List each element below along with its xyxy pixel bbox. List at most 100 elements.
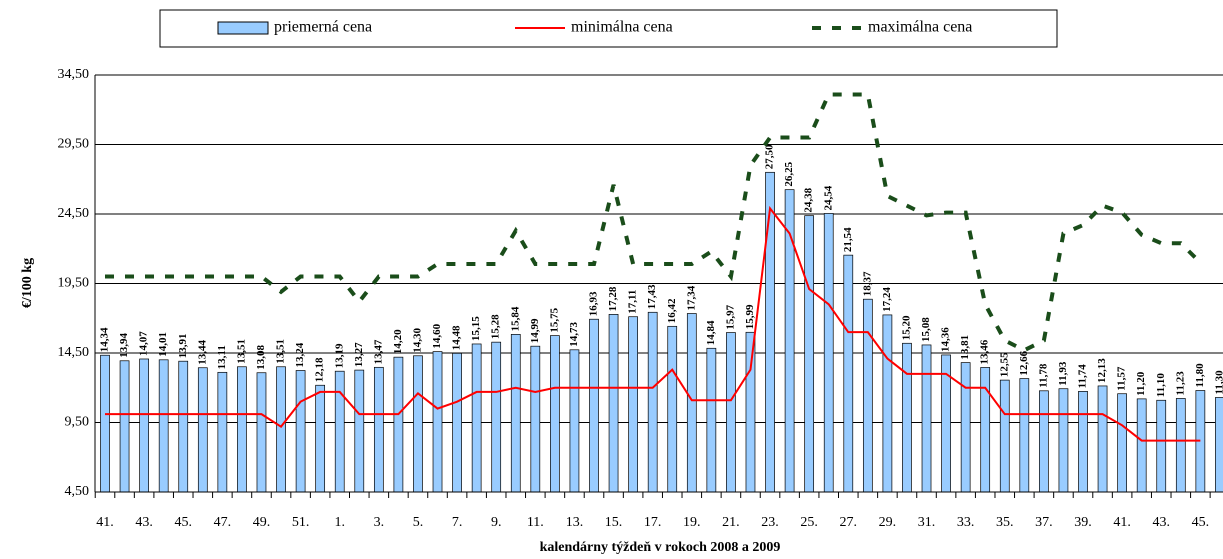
y-tick-label: 4,50 xyxy=(65,484,90,499)
y-tick-label: 34,50 xyxy=(58,67,90,82)
value-label: 15,75 xyxy=(548,307,560,332)
value-label: 12,18 xyxy=(314,357,326,382)
x-tick-label: 15. xyxy=(605,515,623,530)
value-label: 11,80 xyxy=(1194,363,1206,388)
x-tick-label: 49. xyxy=(253,515,271,530)
value-label: 13,94 xyxy=(118,333,130,358)
bar xyxy=(589,318,599,493)
x-tick-label: 29. xyxy=(879,515,897,530)
bar xyxy=(1078,391,1088,493)
bar xyxy=(452,352,462,493)
value-label: 13,46 xyxy=(979,339,991,364)
value-label: 12,66 xyxy=(1018,350,1030,375)
x-tick-label: 23. xyxy=(761,515,779,530)
value-label: 13,11 xyxy=(216,345,228,369)
value-label: 13,27 xyxy=(353,342,365,367)
x-tick-label: 1. xyxy=(334,515,345,530)
bar xyxy=(276,366,286,493)
bar xyxy=(706,347,717,493)
bar xyxy=(217,371,228,493)
value-label: 11,23 xyxy=(1174,371,1186,396)
value-label: 14,30 xyxy=(411,328,423,353)
value-label: 21,54 xyxy=(842,227,854,252)
value-label: 13,91 xyxy=(177,333,189,358)
x-tick-label: 37. xyxy=(1035,515,1053,530)
value-label: 24,38 xyxy=(803,187,815,212)
value-label: 17,24 xyxy=(881,287,893,312)
bar xyxy=(667,325,678,493)
min-line xyxy=(105,205,1201,442)
bar xyxy=(745,331,756,493)
x-tick-label: 9. xyxy=(491,515,502,530)
value-label: 14,01 xyxy=(157,332,169,357)
x-tick-label: 11. xyxy=(527,515,544,530)
x-tick-label: 43. xyxy=(1152,515,1170,530)
value-label: 14,48 xyxy=(451,325,463,350)
bar xyxy=(1058,388,1069,493)
value-label: 15,99 xyxy=(744,304,756,329)
bar xyxy=(647,311,658,493)
bar xyxy=(902,342,912,493)
bar xyxy=(569,349,580,493)
bar xyxy=(471,343,482,493)
value-label: 11,74 xyxy=(1077,364,1089,389)
value-label: 13,08 xyxy=(255,344,267,369)
value-label: 15,97 xyxy=(724,304,736,329)
bar xyxy=(530,345,541,493)
bar xyxy=(119,360,130,493)
bar xyxy=(804,215,815,493)
x-tick-label: 17. xyxy=(644,515,662,530)
y-tick-label: 24,50 xyxy=(58,206,90,221)
value-label: 18,37 xyxy=(861,271,873,296)
value-label: 13,81 xyxy=(959,335,971,360)
value-label: 17,43 xyxy=(646,284,658,309)
bar xyxy=(1019,378,1030,493)
bar xyxy=(178,360,189,493)
bar xyxy=(1156,399,1167,493)
bar xyxy=(921,344,932,493)
value-label: 11,20 xyxy=(1135,371,1147,396)
bar xyxy=(1175,398,1186,493)
value-label: 26,25 xyxy=(783,161,795,186)
max-line xyxy=(105,92,1202,353)
value-label: 11,93 xyxy=(1057,361,1069,386)
bar xyxy=(999,379,1010,493)
value-label: 14,36 xyxy=(940,327,952,352)
bar xyxy=(550,335,560,493)
value-label: 15,84 xyxy=(509,306,521,331)
x-tick-label: 35. xyxy=(996,515,1014,530)
bar xyxy=(256,372,267,493)
bar xyxy=(315,384,326,493)
x-tick-label: 31. xyxy=(918,515,936,530)
value-label: 14,84 xyxy=(705,320,717,345)
value-label: 14,60 xyxy=(431,323,443,348)
bar xyxy=(628,316,638,493)
value-label: 24,54 xyxy=(822,185,834,210)
x-tick-label: 25. xyxy=(800,515,818,530)
legend-box xyxy=(159,9,1058,48)
bar xyxy=(765,171,775,493)
value-label: 17,28 xyxy=(607,286,619,311)
bar xyxy=(491,341,502,493)
bar xyxy=(237,366,247,493)
x-tick-label: 27. xyxy=(840,515,858,530)
bar xyxy=(608,314,619,493)
value-label: 11,30 xyxy=(1213,370,1223,395)
value-label: 13,51 xyxy=(235,339,247,364)
bar xyxy=(373,366,384,493)
bar xyxy=(960,362,971,493)
bar xyxy=(139,358,149,493)
bar xyxy=(843,254,854,493)
bar xyxy=(197,367,208,493)
value-label: 16,93 xyxy=(588,291,600,316)
bar xyxy=(295,370,306,493)
bar xyxy=(1097,385,1108,493)
bar xyxy=(334,370,345,493)
x-tick-label: 43. xyxy=(135,515,153,530)
legend-label: priemerná cena xyxy=(274,19,372,36)
bar xyxy=(158,359,169,493)
value-label: 12,55 xyxy=(998,352,1010,377)
x-tick-label: 41. xyxy=(96,515,114,530)
bar xyxy=(882,314,893,493)
